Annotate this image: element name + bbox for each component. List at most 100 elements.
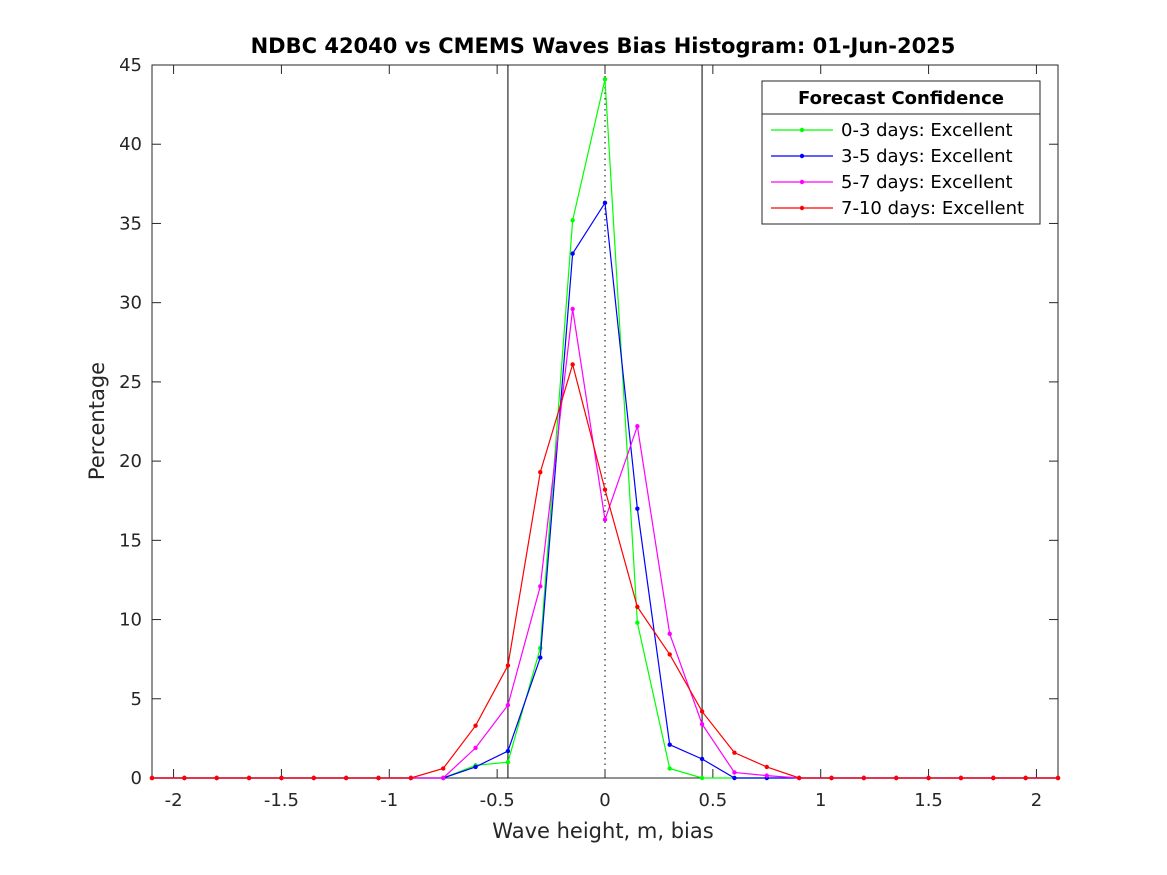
- y-tick-label: 45: [119, 55, 142, 76]
- y-tick-label: 20: [119, 451, 142, 472]
- data-point: [602, 487, 608, 492]
- x-tick-label: 1: [815, 790, 826, 811]
- data-point: [764, 764, 769, 770]
- data-point: [861, 775, 867, 781]
- x-tick-label: 0.5: [699, 790, 728, 811]
- legend-title: Forecast Confidence: [798, 88, 1004, 109]
- series-group: [149, 77, 1061, 781]
- data-point: [538, 645, 543, 651]
- data-point: [343, 775, 349, 781]
- data-point: [441, 775, 446, 781]
- data-point: [473, 723, 478, 728]
- data-point: [214, 775, 219, 781]
- legend-entry-3: 5-7 days: Excellent: [771, 172, 1013, 193]
- data-point: [538, 655, 543, 660]
- data-point: [829, 775, 834, 781]
- data-point: [538, 470, 543, 475]
- legend-label: 5-7 days: Excellent: [841, 172, 1013, 193]
- legend-entry-1: 0-3 days: Excellent: [771, 120, 1013, 141]
- legend-swatch-marker: [799, 153, 805, 159]
- x-tick-label: -2: [165, 790, 183, 811]
- legend-entry-2: 3-5 days: Excellent: [771, 146, 1013, 167]
- y-axis-title: Percentage: [85, 362, 109, 480]
- data-point: [570, 362, 575, 367]
- data-point: [149, 775, 155, 781]
- x-tick-label: 2: [1031, 790, 1042, 811]
- data-point: [732, 770, 737, 775]
- data-point: [570, 306, 575, 312]
- legend-swatch-marker: [799, 179, 805, 185]
- x-tick-label: 1.5: [914, 790, 943, 811]
- data-point: [505, 759, 511, 765]
- data-point: [441, 766, 446, 771]
- y-tick-label: 35: [119, 213, 142, 234]
- data-point: [505, 663, 511, 668]
- data-point: [505, 702, 511, 708]
- data-point: [311, 775, 316, 781]
- data-point: [699, 721, 705, 727]
- y-tick-label: 40: [119, 134, 142, 155]
- data-point: [602, 517, 608, 522]
- data-point: [1055, 775, 1061, 781]
- y-tick-label: 0: [131, 768, 142, 789]
- legend-label: 0-3 days: Excellent: [841, 120, 1013, 141]
- y-tick-label: 15: [119, 530, 142, 551]
- data-point: [699, 775, 705, 781]
- x-tick-label: -1.5: [264, 790, 299, 811]
- data-point: [926, 775, 931, 781]
- data-point: [796, 775, 802, 781]
- data-point: [699, 756, 705, 762]
- data-point: [667, 631, 672, 637]
- x-tick-label: -0.5: [480, 790, 515, 811]
- legend: Forecast Confidence 0-3 days: Excellent 3…: [761, 80, 1041, 225]
- data-point: [732, 775, 737, 781]
- data-point: [699, 709, 705, 714]
- x-tick-label: 0: [599, 790, 610, 811]
- data-point: [376, 775, 381, 781]
- x-tick-label: -1: [380, 790, 398, 811]
- y-tick-label: 25: [119, 372, 142, 393]
- data-point: [732, 750, 737, 755]
- legend-box: [761, 80, 1041, 225]
- chart-title: NDBC 42040 vs CMEMS Waves Bias Histogram…: [251, 34, 956, 58]
- data-point: [1023, 775, 1028, 781]
- data-point: [570, 218, 575, 223]
- data-point: [764, 773, 769, 778]
- data-point: [958, 775, 964, 781]
- data-point: [602, 200, 608, 206]
- x-axis-title: Wave height, m, bias: [492, 819, 713, 843]
- data-point: [667, 652, 672, 657]
- legend-swatch-marker: [799, 127, 805, 133]
- y-tick-label: 10: [119, 610, 142, 631]
- data-point: [635, 506, 640, 511]
- data-point: [635, 604, 640, 610]
- data-point: [505, 748, 511, 754]
- data-point: [635, 424, 640, 429]
- data-point: [894, 775, 899, 781]
- data-point: [279, 775, 284, 781]
- data-point: [635, 620, 640, 625]
- data-point: [538, 584, 543, 589]
- data-point: [473, 745, 478, 751]
- data-point: [602, 77, 608, 82]
- data-point: [408, 775, 414, 781]
- legend-entries: 0-3 days: Excellent 3-5 days: Excellent 5-…: [771, 120, 1024, 219]
- legend-label: 3-5 days: Excellent: [841, 146, 1013, 167]
- legend-swatch-marker: [799, 205, 805, 211]
- y-tick-label: 30: [119, 293, 142, 314]
- reference-lines: [507, 65, 703, 778]
- legend-entry-4: 7-10 days: Excellent: [771, 198, 1024, 219]
- axis-ticks: [152, 64, 1058, 779]
- data-point: [246, 775, 252, 781]
- data-point: [667, 766, 672, 771]
- series-4: [149, 362, 1061, 781]
- data-point: [667, 742, 672, 747]
- legend-label: 7-10 days: Excellent: [841, 198, 1024, 219]
- data-point: [182, 775, 187, 781]
- data-point: [570, 251, 575, 256]
- data-point: [473, 764, 478, 770]
- data-point: [991, 775, 996, 781]
- y-tick-label: 5: [131, 689, 142, 710]
